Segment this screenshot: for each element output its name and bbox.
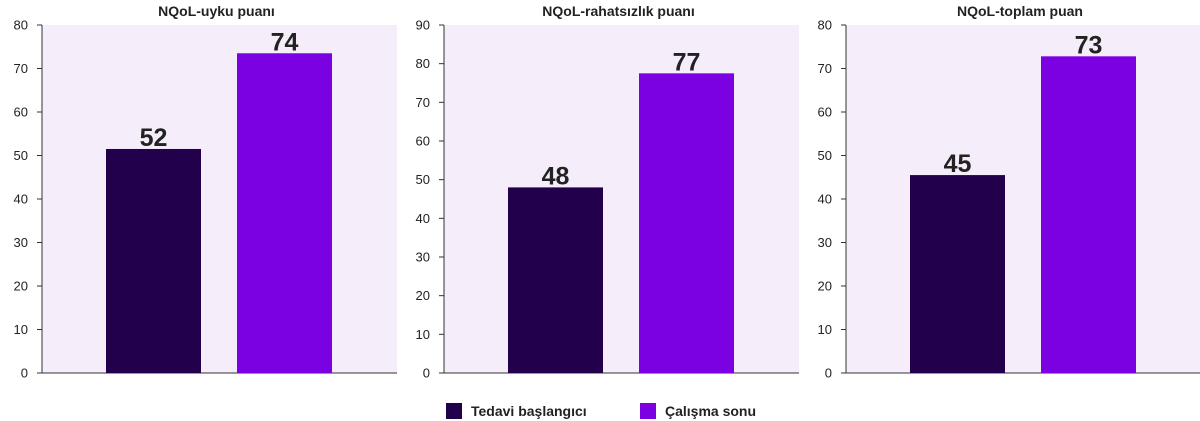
bar-value-label: 77 [673,48,701,76]
bar-study-end [639,73,734,373]
plot-background [846,25,1200,373]
plot-background [444,25,799,373]
legend-swatch-study-end [640,403,656,419]
bar-baseline [910,175,1005,373]
bar-value-label: 45 [944,150,972,178]
chart-panel-3: NQoL-toplam puan 0 10 20 30 40 50 60 70 80 45 73 [818,3,1200,381]
y-tick-label: 10 [14,322,28,337]
chart-panel-1: NQoL-uyku puanı 0 10 20 30 40 50 60 70 80 52 74 [14,3,397,381]
y-tick-label: 70 [14,61,28,76]
y-tick-label: 40 [14,192,28,207]
legend: Tedavi başlangıcı Çalışma sonu [0,401,1200,421]
y-tick-label: 30 [416,250,430,265]
y-tick-label: 40 [818,192,832,207]
chart-title: NQoL-toplam puan [957,3,1083,19]
y-tick-label: 90 [416,18,430,33]
legend-item-baseline: Tedavi başlangıcı [446,401,587,421]
y-tick-label: 60 [14,105,28,120]
bar-value-label: 74 [271,28,299,56]
y-tick-label: 0 [825,366,832,381]
bar-value-label: 52 [140,124,168,152]
y-tick-label: 70 [416,95,430,110]
y-tick-label: 60 [818,105,832,120]
bar-value-label: 73 [1075,31,1103,59]
y-tick-label: 80 [14,18,28,33]
y-tick-label: 30 [14,235,28,250]
bar-baseline [508,187,603,373]
y-tick-label: 70 [818,61,832,76]
y-tick-label: 0 [21,366,28,381]
chart-panel-2: NQoL-rahatsızlık puanı 0 10 20 30 40 50 60 70 80 9… [416,3,799,381]
y-tick-label: 20 [818,279,832,294]
plot-background [42,25,397,373]
bar-study-end [1041,56,1136,373]
y-tick-label: 50 [14,148,28,163]
legend-item-study-end: Çalışma sonu [640,401,756,421]
y-tick-label: 50 [416,172,430,187]
y-tick-label: 80 [818,18,832,33]
y-tick-label: 10 [416,327,430,342]
legend-label-study-end: Çalışma sonu [665,403,757,419]
chart-title: NQoL-uyku puanı [158,3,275,19]
y-tick-label: 20 [14,279,28,294]
chart-title: NQoL-rahatsızlık puanı [542,3,694,19]
y-tick-label: 60 [416,134,430,149]
y-tick-label: 30 [818,235,832,250]
legend-label-baseline: Tedavi başlangıcı [471,403,587,419]
y-tick-label: 50 [818,148,832,163]
y-tick-label: 0 [423,366,430,381]
legend-swatch-baseline [446,403,462,419]
bar-value-label: 48 [542,162,570,190]
y-tick-label: 10 [818,322,832,337]
y-tick-label: 20 [416,288,430,303]
bar-baseline [106,148,201,373]
bar-study-end [237,53,332,374]
y-tick-label: 40 [416,211,430,226]
y-tick-label: 80 [416,56,430,71]
